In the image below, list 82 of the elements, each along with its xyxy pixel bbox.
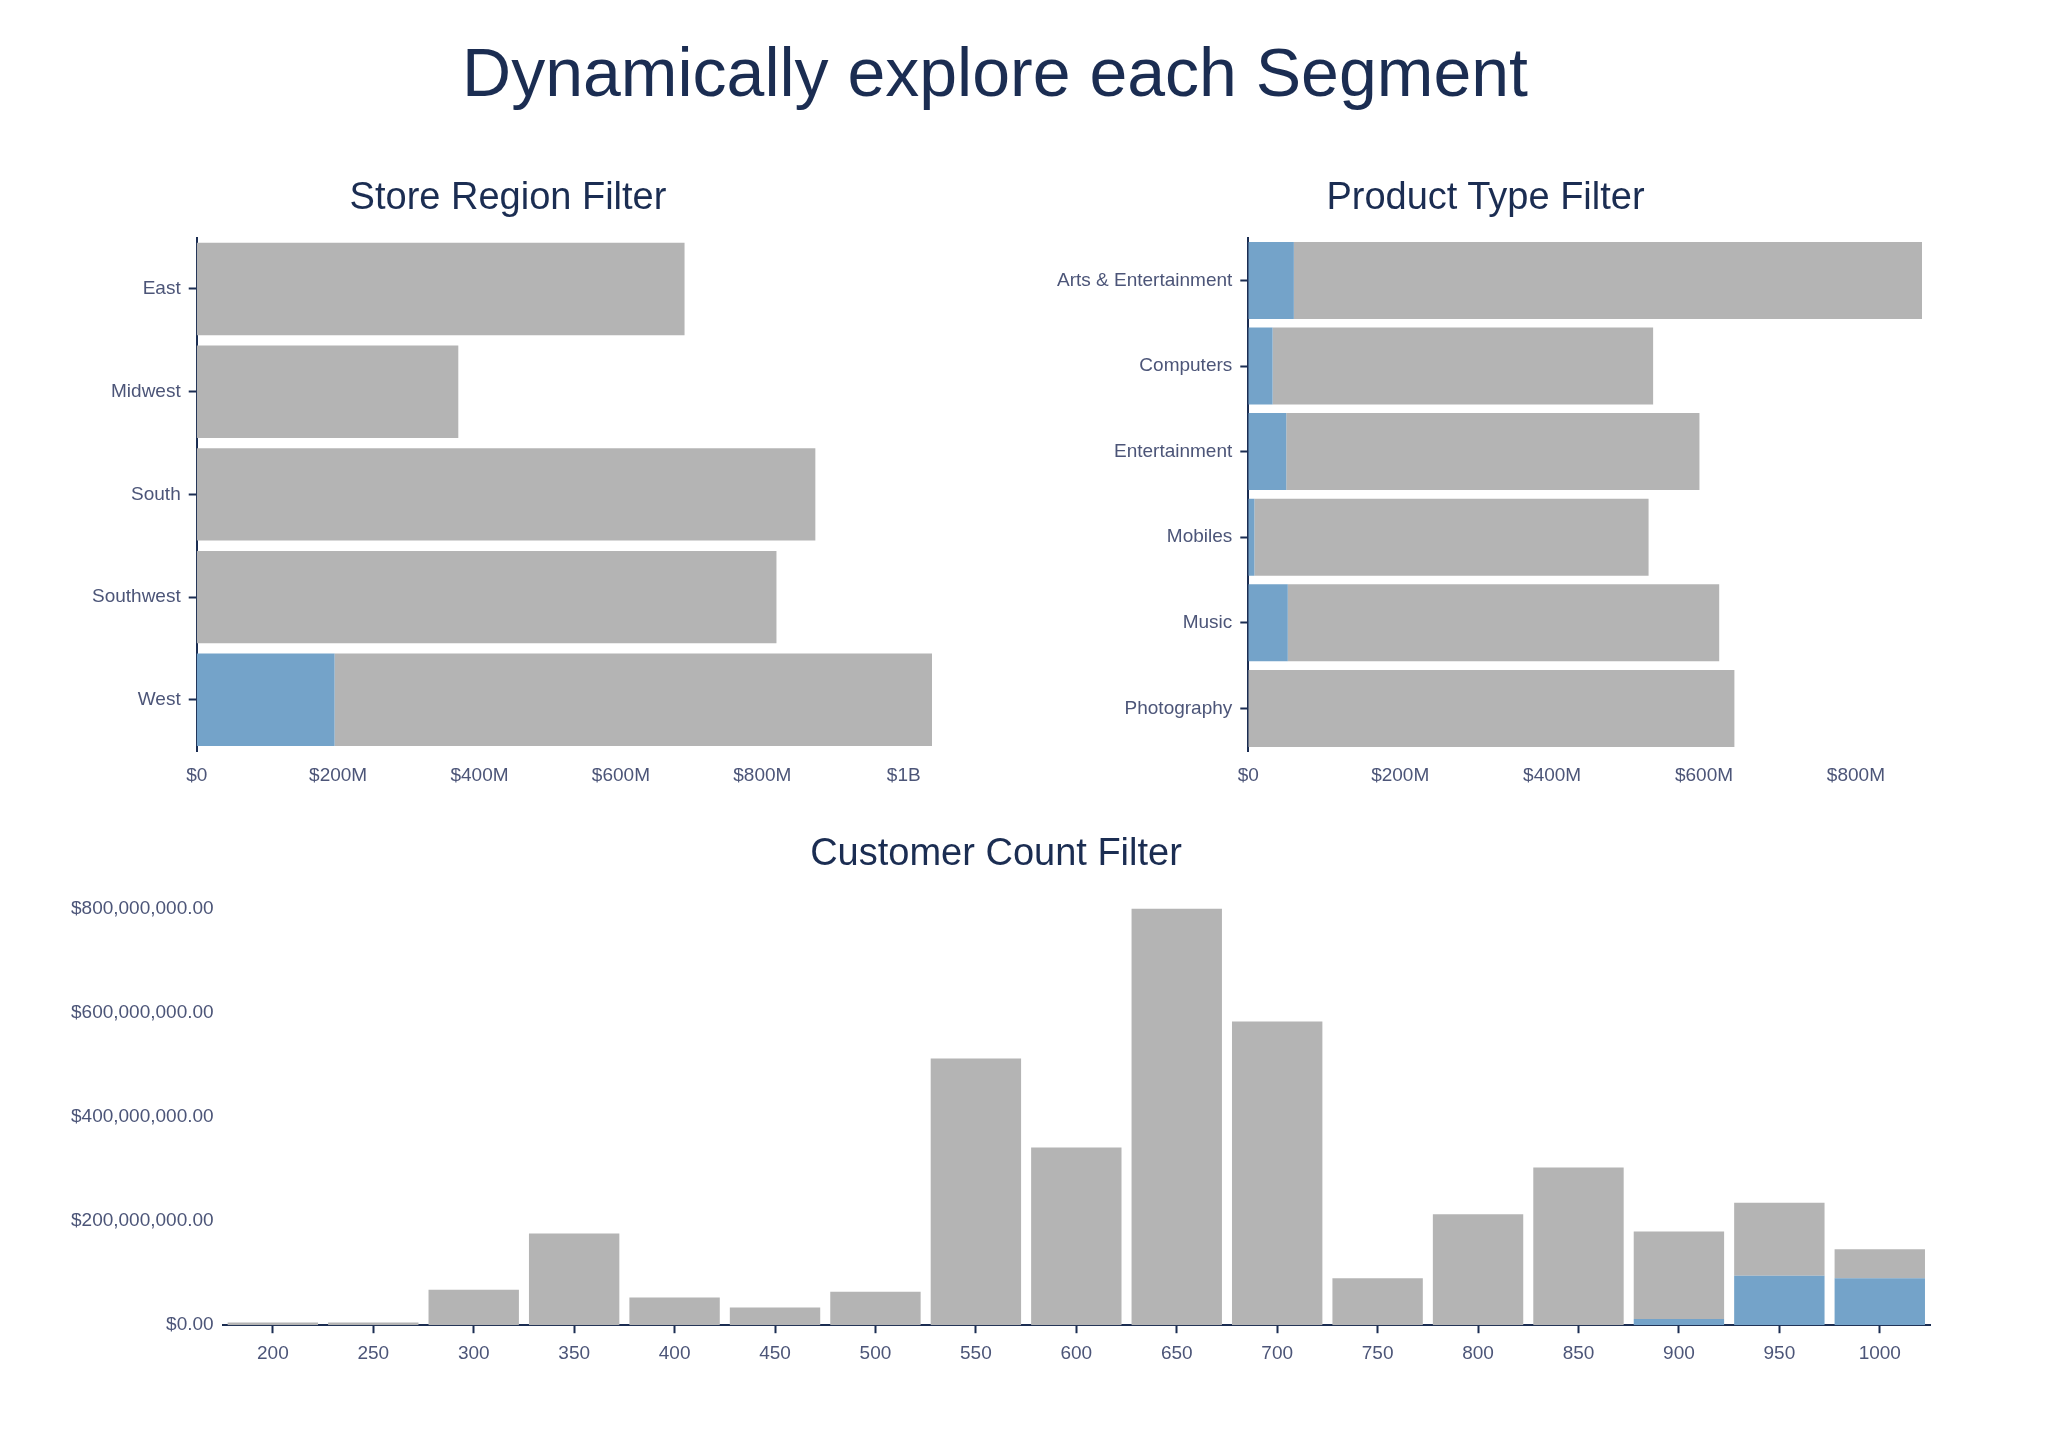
y-tick-label: Entertainment [1114, 439, 1234, 461]
text: Dynamically explore each Segment [461, 33, 1529, 112]
x-tick-label: $1B [886, 763, 921, 785]
y-tick-label: Southwest [91, 585, 182, 607]
x-tick-label: 950 [1763, 1341, 1796, 1363]
y-tick-label: Arts & Entertainment [1057, 268, 1234, 290]
y-tick-label: East [142, 277, 182, 299]
bar [196, 653, 335, 747]
x-tick-label: 1000 [1858, 1341, 1901, 1363]
y-tick-label: West [137, 688, 182, 710]
x-tick-label: $800M [1826, 763, 1885, 785]
bar [196, 550, 777, 644]
bar [1272, 327, 1654, 405]
bar [528, 1233, 620, 1326]
x-tick-label: 750 [1361, 1341, 1394, 1363]
bar [629, 1297, 720, 1326]
y-tick-label: South [131, 482, 181, 504]
y-tick-label: $200,000,000.00 [71, 1209, 214, 1231]
x-tick-label: 300 [457, 1341, 490, 1363]
y-tick-label: $800,000,000.00 [71, 896, 214, 918]
bar [196, 242, 685, 336]
bar [1248, 584, 1288, 662]
x-tick-label: 250 [357, 1341, 390, 1363]
x-tick-label: 500 [859, 1341, 892, 1363]
x-tick-label: 550 [960, 1341, 992, 1363]
y-tick-label: Mobiles [1166, 525, 1233, 547]
bar [1287, 584, 1720, 662]
x-tick-label: $200M [309, 763, 368, 785]
chart-title: Customer Count Filter [810, 831, 1183, 874]
x-tick-label: 700 [1261, 1341, 1294, 1363]
y-tick-label: $0.00 [166, 1313, 214, 1335]
bar [1834, 1249, 1925, 1279]
bar [1131, 908, 1222, 1326]
bar [1834, 1278, 1925, 1326]
chart-title: Product Type Filter [1326, 175, 1645, 218]
bar [1332, 1278, 1423, 1326]
bar [1533, 1167, 1624, 1326]
x-tick-label: $0 [1237, 763, 1259, 785]
y-tick-label: Midwest [111, 379, 182, 401]
x-tick-label: $200M [1371, 763, 1430, 785]
bar [196, 345, 459, 438]
y-tick-label: Music [1182, 611, 1233, 633]
bar [1432, 1214, 1524, 1326]
bar [1286, 413, 1700, 491]
bar [196, 448, 816, 541]
bar [1248, 669, 1735, 747]
y-tick-label: $600,000,000.00 [71, 1000, 214, 1022]
bar [1734, 1202, 1825, 1276]
bar [729, 1307, 821, 1326]
x-tick-label: $800M [733, 763, 792, 785]
x-tick-label: $600M [1674, 763, 1734, 785]
bar [1248, 327, 1273, 405]
bar [1248, 241, 1294, 319]
bar [830, 1291, 921, 1326]
x-tick-label: 200 [257, 1341, 289, 1363]
x-tick-label: 800 [1462, 1341, 1494, 1363]
bar [1031, 1147, 1122, 1326]
x-tick-label: 350 [558, 1341, 591, 1363]
bar [1254, 498, 1649, 576]
x-tick-label: 600 [1060, 1341, 1093, 1363]
bar [1633, 1318, 1725, 1326]
x-tick-label: 400 [658, 1341, 691, 1363]
x-tick-label: 900 [1663, 1341, 1695, 1363]
bar [428, 1289, 519, 1326]
bar [1633, 1231, 1725, 1319]
bar [1734, 1275, 1825, 1326]
y-tick-label: Computers [1139, 354, 1233, 376]
x-tick-label: $600M [591, 763, 650, 785]
y-tick-label: Photography [1124, 696, 1233, 718]
x-tick-label: $400M [1523, 763, 1582, 785]
chart-title: Store Region Filter [349, 175, 667, 218]
x-tick-label: 450 [759, 1341, 791, 1363]
bar [930, 1058, 1022, 1326]
bar [1231, 1021, 1323, 1326]
x-tick-label: $0 [186, 763, 208, 785]
bar [334, 653, 932, 747]
y-tick-label: $400,000,000.00 [71, 1105, 214, 1127]
x-tick-label: 650 [1160, 1341, 1193, 1363]
x-tick-label: 850 [1562, 1341, 1595, 1363]
bar [1248, 413, 1287, 491]
bar [1293, 241, 1922, 319]
x-tick-label: $400M [450, 763, 509, 785]
